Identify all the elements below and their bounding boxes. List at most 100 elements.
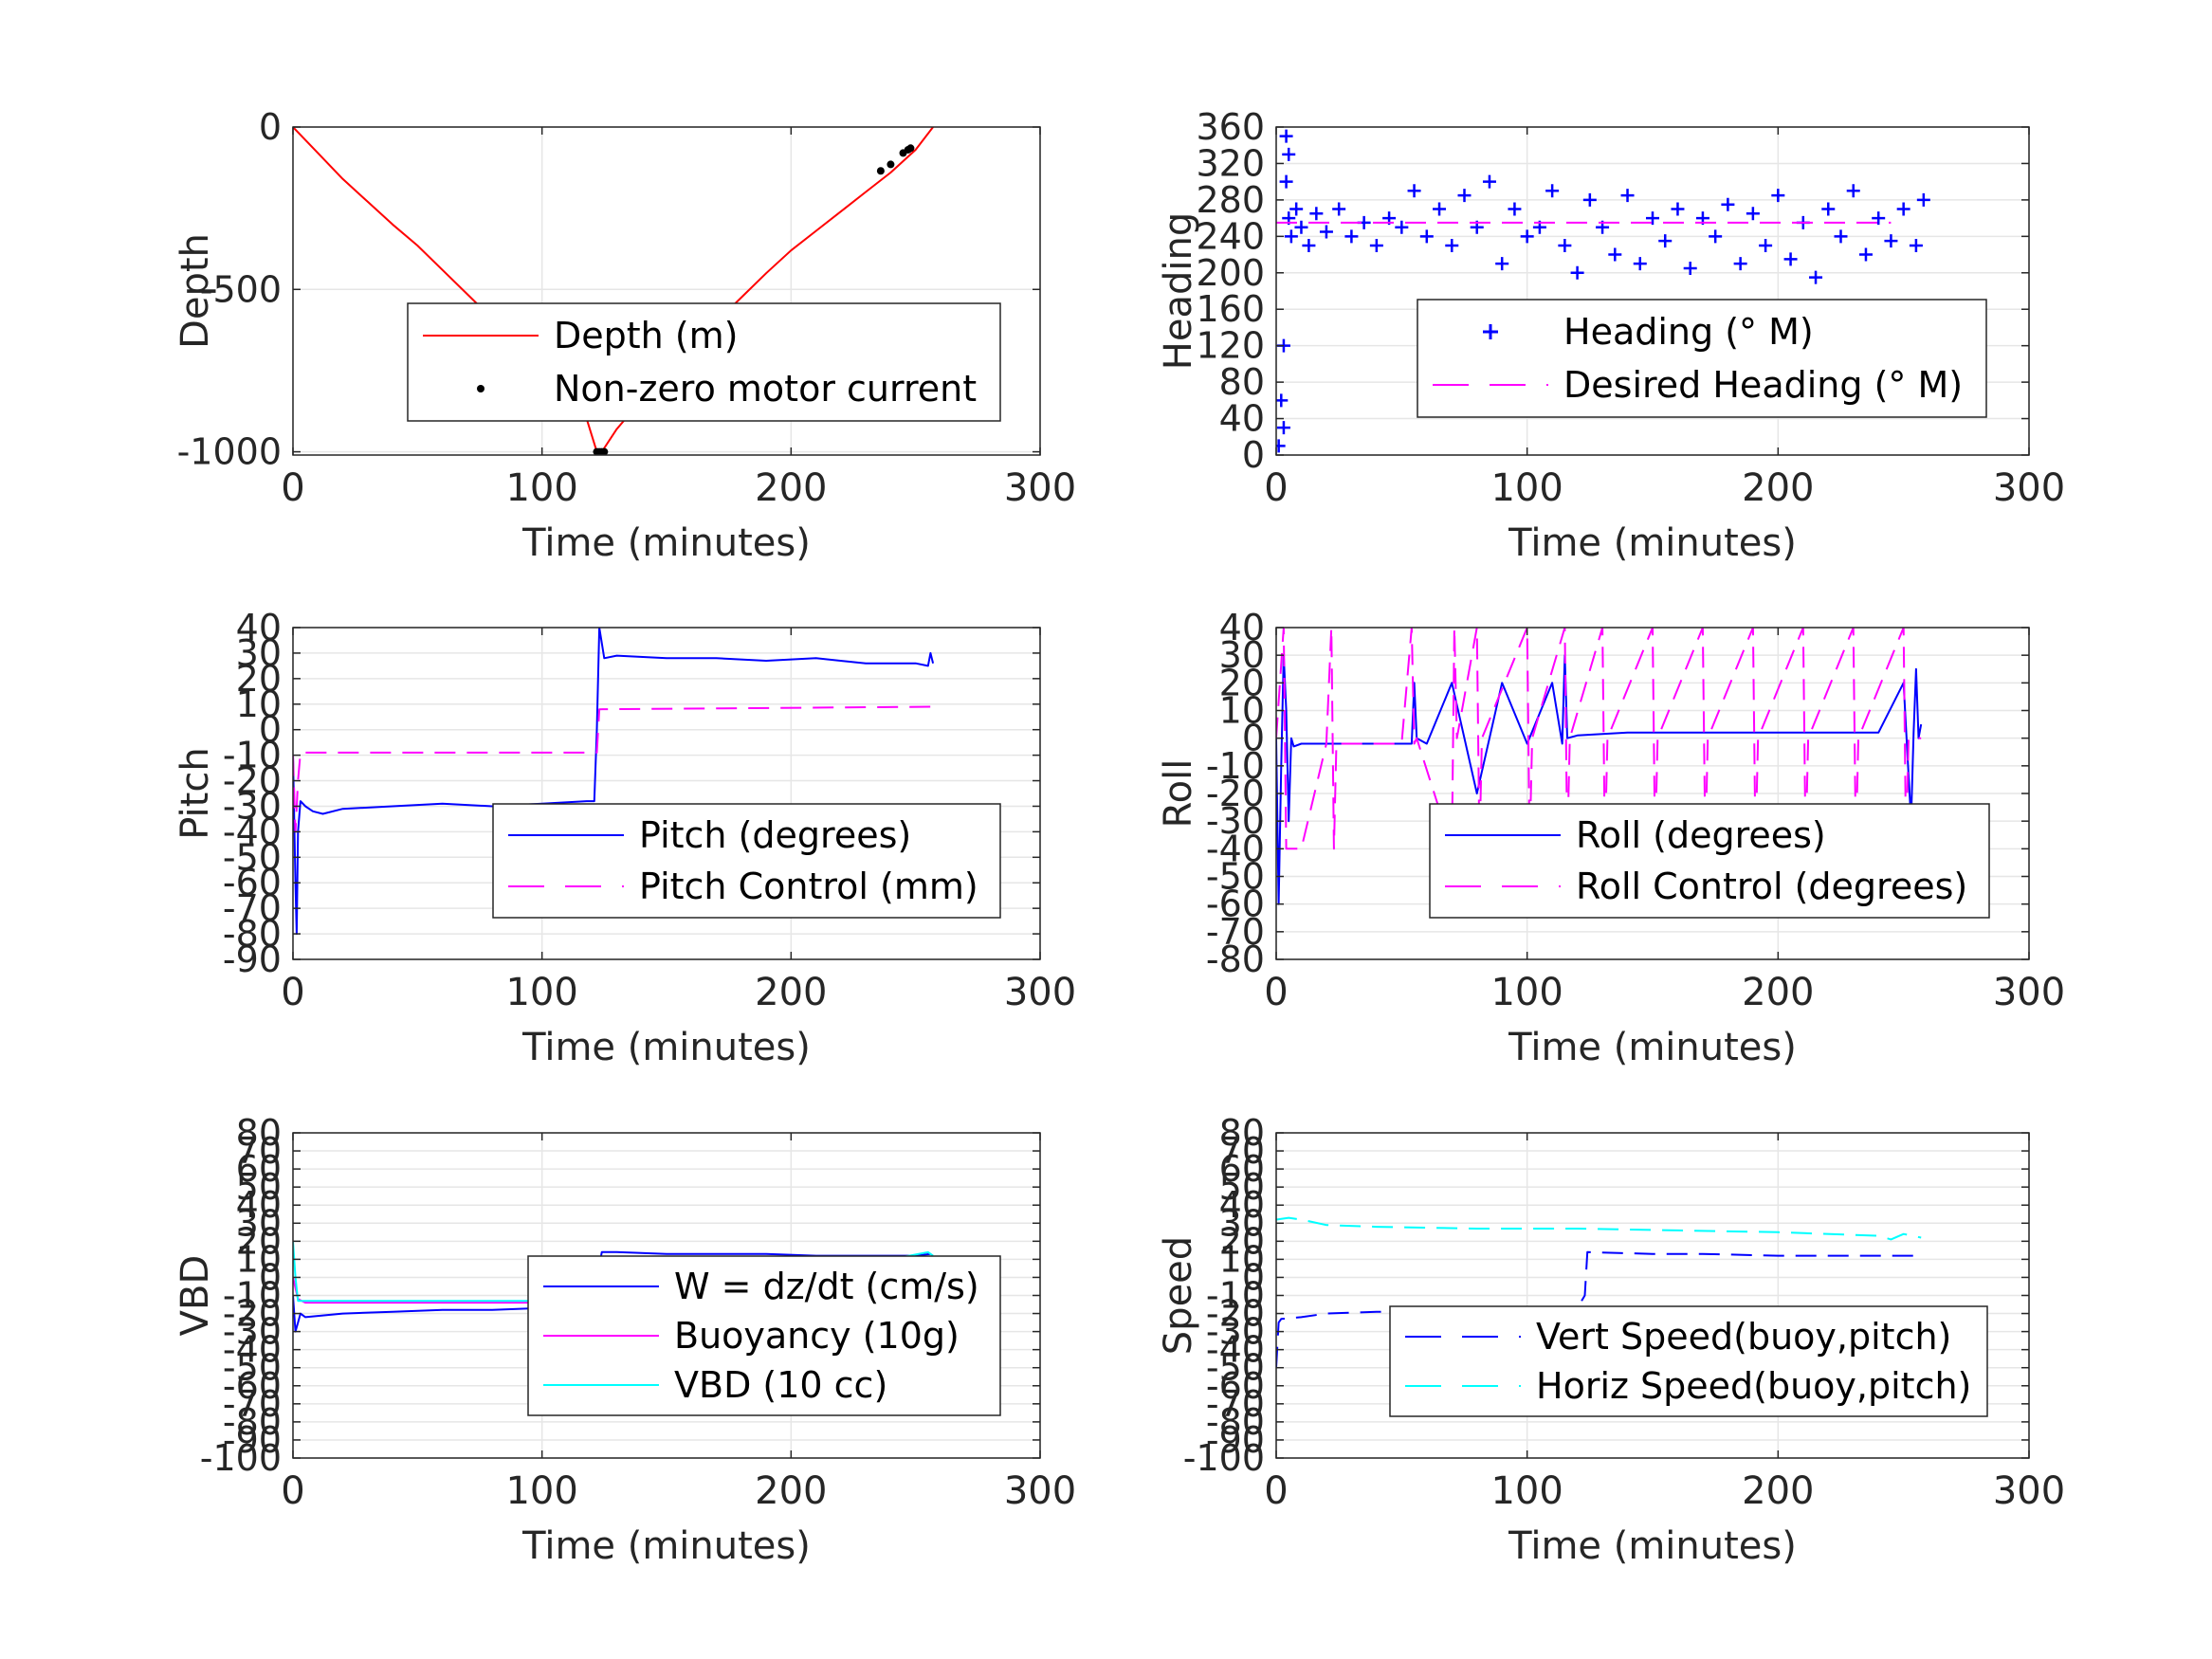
data-point [1309, 207, 1324, 221]
y-tick-label: 160 [1196, 288, 1265, 330]
y-tick-label: 0 [1242, 434, 1265, 476]
y-tick-label: -30 [223, 785, 282, 827]
legend-label: Horiz Speed(buoy,pitch) [1536, 1365, 1971, 1407]
x-tick-label: 200 [1742, 466, 1814, 510]
x-axis-label: Time (minutes) [521, 1026, 811, 1069]
y-tick-label: 40 [236, 1184, 282, 1226]
y-tick-label: -30 [1206, 800, 1265, 842]
y-tick-label: 10 [236, 1238, 282, 1280]
axes-box [1275, 126, 2030, 456]
x-tick-label: 200 [755, 971, 827, 1014]
y-tick-label: -20 [223, 760, 282, 802]
legend-swatch [1483, 324, 1498, 339]
y-tick-label: 30 [236, 1202, 282, 1244]
speed-panel: 0 100 200 30080706050403020100-10-20-30-40-… [1157, 1112, 2065, 1568]
legend-label: Desired Heading (° M) [1563, 364, 1963, 406]
data-point [1721, 197, 1735, 211]
data-point [1759, 238, 1773, 252]
y-tick-label: 30 [236, 632, 282, 674]
y-tick-label: -50 [223, 1347, 282, 1389]
y-tick-label: 240 [1196, 215, 1265, 257]
data-point [1482, 174, 1496, 189]
legend-label: Pitch (degrees) [639, 814, 911, 856]
y-tick-label: -70 [223, 1383, 282, 1425]
y-axis-label: Depth [174, 233, 217, 349]
legend-label: Depth (m) [554, 315, 739, 356]
legend-box [1429, 803, 1990, 919]
legend-label: Heading (° M) [1563, 311, 1814, 353]
legend: W = dz/dt (cm/s) Buoyancy (10g) VBD (10 cc… [527, 1255, 1001, 1416]
data-point [1282, 147, 1296, 161]
x-axis-label: Time (minutes) [1508, 521, 1797, 565]
data-point [1495, 257, 1509, 271]
y-tick-label: 10 [1219, 690, 1265, 732]
x-tick-label: 200 [1742, 1469, 1814, 1513]
data-point [1279, 174, 1293, 189]
data-point [1419, 229, 1434, 244]
y-tick-label: 200 [1196, 252, 1265, 294]
data-point [887, 160, 895, 169]
y-tick-label: 0 [259, 106, 282, 148]
y-tick-label: -20 [223, 1293, 282, 1335]
legend-label: VBD (10 cc) [674, 1364, 887, 1406]
legend-box [492, 803, 1001, 919]
legend-label: Vert Speed(buoy,pitch) [1536, 1316, 1951, 1358]
data-point [1570, 265, 1584, 280]
y-tick-label: -30 [223, 1311, 282, 1353]
x-tick-label: 100 [1490, 971, 1563, 1014]
y-tick-label: -70 [1206, 911, 1265, 953]
legend-swatch [477, 385, 484, 392]
legend-label: Roll (degrees) [1576, 814, 1826, 856]
y-axis-label: VBD [174, 1255, 217, 1337]
data-point [1771, 189, 1785, 203]
y-tick-label: 70 [1219, 1130, 1265, 1172]
data-point [1709, 229, 1723, 244]
y-tick-label: 80 [1219, 1112, 1265, 1154]
x-tick-label: 300 [1993, 1469, 2065, 1513]
data-point [1646, 211, 1659, 226]
x-tick-label: 0 [1264, 1469, 1288, 1513]
data-point [1884, 234, 1898, 248]
y-tick-label: -60 [223, 1365, 282, 1407]
data-point [600, 447, 609, 455]
y-tick-label: 80 [236, 1112, 282, 1154]
y-tick-label: -40 [223, 1329, 282, 1371]
data-point [1276, 421, 1290, 435]
y-tick-label: -80 [1206, 939, 1265, 980]
legend-label: W = dz/dt (cm/s) [674, 1266, 979, 1307]
series-line [293, 705, 934, 833]
roll-plot-area [1276, 628, 1923, 905]
y-tick-label: -90 [1206, 1419, 1265, 1461]
y-tick-label: 80 [1219, 361, 1265, 403]
y-axis-label: Pitch [174, 747, 217, 839]
y-axis-label: Speed [1157, 1236, 1200, 1355]
x-tick-label: 100 [505, 1469, 577, 1513]
y-tick-label: -10 [223, 1275, 282, 1317]
x-tick-label: 0 [1264, 466, 1288, 510]
y-tick-label: 10 [236, 684, 282, 725]
legend-label: Buoyancy (10g) [674, 1315, 960, 1357]
x-tick-label: 300 [1993, 466, 2065, 510]
y-tick-label: -30 [1206, 1311, 1265, 1353]
legend: Pitch (degrees) Pitch Control (mm) [492, 803, 1001, 919]
data-point [1620, 189, 1635, 203]
y-tick-label: 40 [1219, 607, 1265, 648]
y-tick-label: -90 [223, 1419, 282, 1461]
y-tick-label: 120 [1196, 325, 1265, 367]
data-point [1608, 247, 1622, 262]
roll-panel: 0 100 200 300403020100-10-20-30-40-50-60-70… [1157, 607, 2065, 1069]
data-point [1508, 202, 1522, 216]
data-point [1395, 220, 1409, 234]
data-point [1733, 257, 1747, 271]
heading-plot-area [1276, 129, 1930, 453]
legend-label: Pitch Control (mm) [639, 866, 978, 907]
data-point [906, 144, 915, 153]
y-tick-label: 50 [1219, 1166, 1265, 1208]
data-point [1896, 202, 1910, 216]
pitch-panel: 0 100 200 300403020100-10-20-30-40-50-60-70… [174, 607, 1076, 1069]
y-tick-label: -40 [1206, 828, 1265, 869]
series-line [1276, 1216, 1922, 1241]
y-tick-label: -20 [1206, 773, 1265, 814]
data-point [1872, 211, 1886, 226]
